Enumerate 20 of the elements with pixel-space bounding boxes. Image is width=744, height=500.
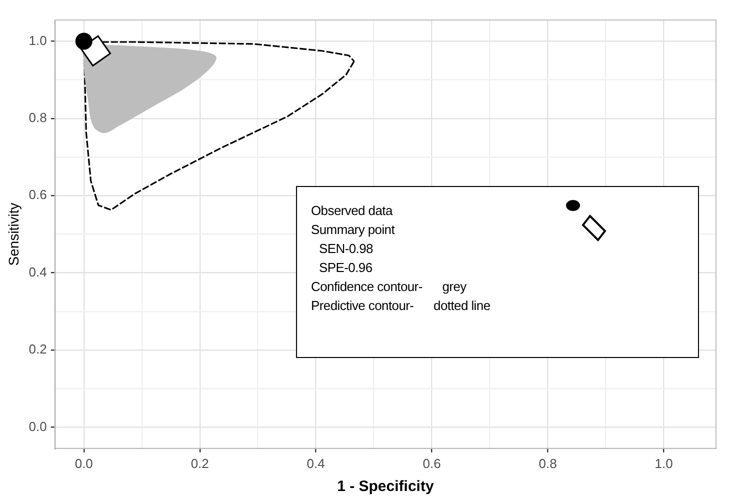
- x-tick-label: 0.4: [306, 456, 325, 471]
- y-tick-label: 0.2: [28, 342, 47, 357]
- annotation: Observed data: [311, 202, 394, 220]
- x-tick-label: 0.0: [74, 456, 93, 471]
- y-tick-label: 1.0: [28, 32, 47, 48]
- y-tick-label: 0.4: [28, 264, 47, 280]
- annotation: Confidence contour- grey: [311, 278, 468, 296]
- y-tick-label: 0.0: [28, 418, 47, 434]
- annotation: Summary point: [311, 221, 396, 239]
- annotation: SPE-0.96: [318, 259, 374, 277]
- x-tick-label: 1.0: [654, 456, 673, 471]
- y-tick-label: 0.6: [28, 187, 47, 202]
- x-tick-label: 0.6: [422, 456, 441, 471]
- x-tick-label: 0.2: [190, 456, 209, 471]
- x-axis-title: 1 - Specificity: [337, 478, 434, 496]
- annotation: Predictive contour- dotted line: [311, 297, 492, 315]
- y-tick-label: 0.8: [28, 110, 47, 125]
- x-tick-label: 0.8: [538, 456, 557, 471]
- y-axis-title: Sensitivity: [5, 202, 22, 266]
- annotation: SEN-0.98: [318, 240, 374, 258]
